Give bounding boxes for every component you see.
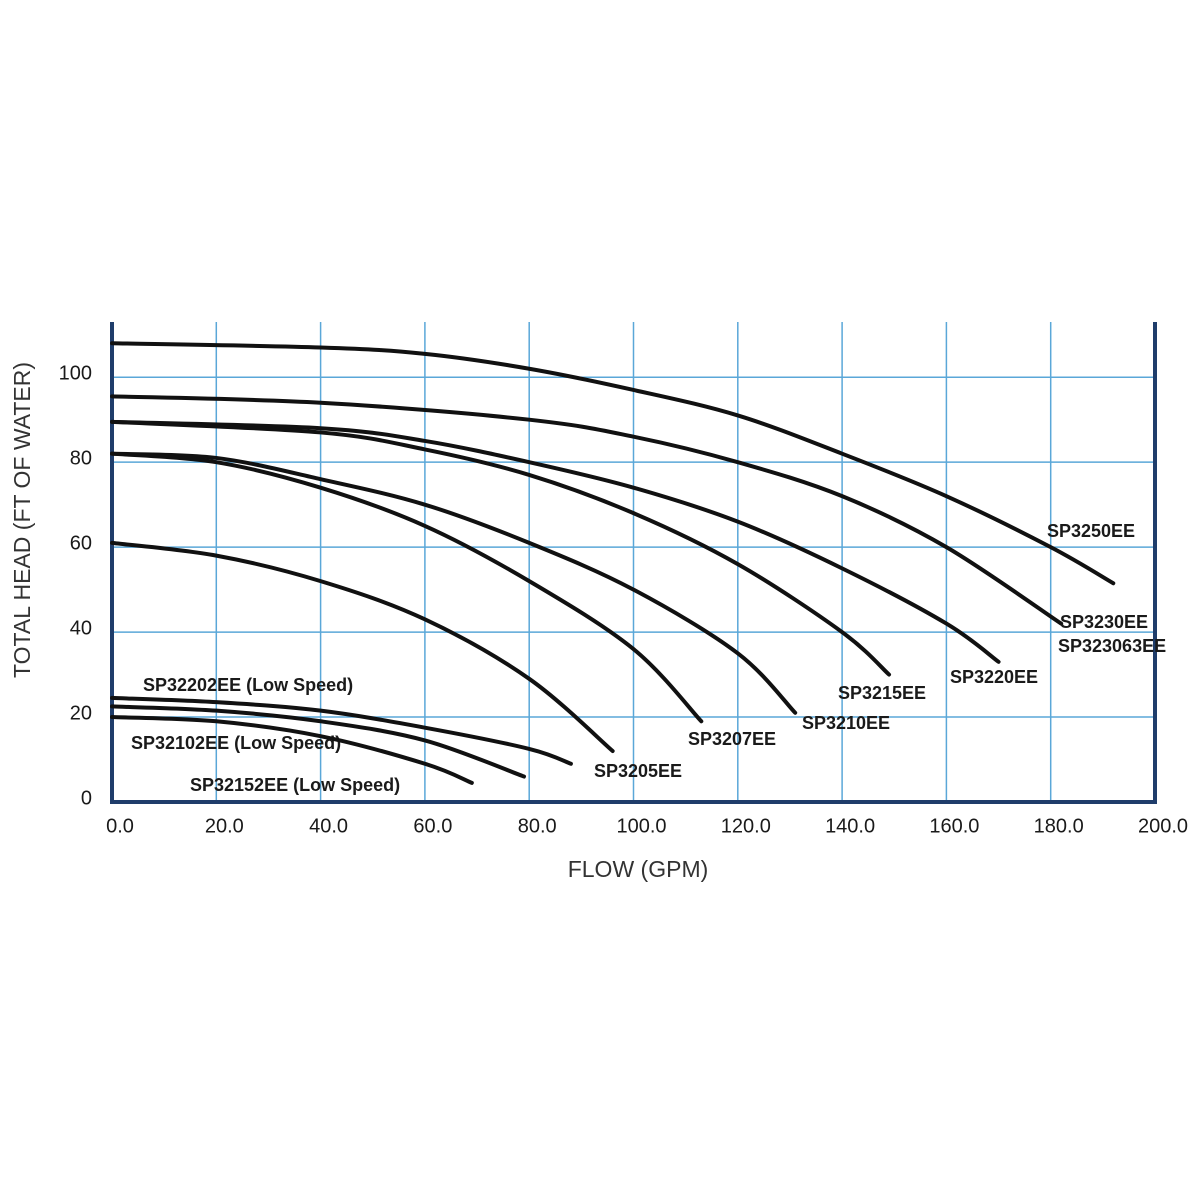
- x-tick-label: 200.0: [1138, 815, 1188, 837]
- series-line: [110, 451, 798, 715]
- series-label: SP3205EE: [594, 761, 682, 781]
- series-label: SP3230EE: [1060, 612, 1148, 632]
- series-line: [110, 451, 704, 724]
- x-tick-label: 180.0: [1034, 815, 1084, 837]
- x-tick-label: 100.0: [616, 815, 666, 837]
- x-axis-label: FLOW (GPM): [568, 856, 709, 882]
- x-tick-label: 60.0: [413, 815, 452, 837]
- x-tick-label: 160.0: [929, 815, 979, 837]
- series-label: SP32152EE (Low Speed): [190, 775, 400, 795]
- y-tick-label: 20: [70, 702, 92, 724]
- series-line: [110, 419, 1001, 664]
- y-tick-label: 100: [59, 363, 92, 385]
- y-axis-label: TOTAL HEAD (FT OF WATER): [9, 362, 35, 678]
- series-line: [110, 715, 474, 785]
- series-line: [110, 341, 1116, 586]
- series-label: SP3207EE: [688, 729, 776, 749]
- y-tick-label: 40: [70, 617, 92, 639]
- y-tick-label: 80: [70, 447, 92, 469]
- series-label: SP32202EE (Low Speed): [143, 675, 353, 695]
- x-tick-label: 120.0: [721, 815, 771, 837]
- series-line: [110, 704, 526, 779]
- series-line: [110, 695, 573, 766]
- y-tick-label: 0: [81, 787, 92, 809]
- series-label: SP3215EE: [838, 683, 926, 703]
- x-tick-label: 80.0: [518, 815, 557, 837]
- series-line: [110, 540, 615, 754]
- annotation: SP323063EE: [1058, 636, 1166, 656]
- series-line: [110, 419, 892, 677]
- series-label: SP32102EE (Low Speed): [131, 733, 341, 753]
- series-label: SP3210EE: [802, 713, 890, 733]
- x-tick-label: 20.0: [205, 815, 244, 837]
- series-label: SP3220EE: [950, 667, 1038, 687]
- series-line: [110, 394, 1064, 626]
- series-label: SP3250EE: [1047, 521, 1135, 541]
- x-tick-label: 40.0: [309, 815, 348, 837]
- y-tick-label: 60: [70, 532, 92, 554]
- x-tick-label: 0.0: [106, 815, 134, 837]
- x-tick-label: 140.0: [825, 815, 875, 837]
